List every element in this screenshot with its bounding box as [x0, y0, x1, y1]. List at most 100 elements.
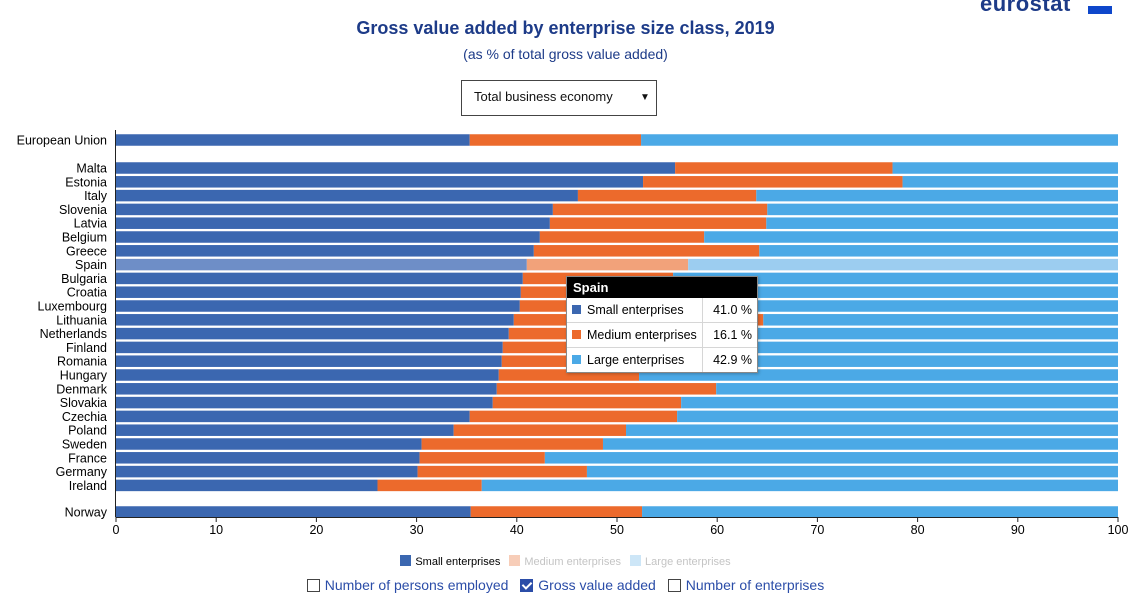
- bar-segment: [453, 424, 627, 436]
- eurostat-logo: eurostat: [980, 0, 1071, 16]
- checkbox-icon[interactable]: [667, 579, 681, 592]
- bar-segment: [492, 396, 682, 409]
- bar-segment: [417, 465, 587, 478]
- bar-segment: [116, 189, 578, 202]
- category-label: Czechia: [62, 410, 107, 424]
- medium-swatch-icon: [572, 330, 581, 339]
- bar-segment: [602, 438, 1118, 450]
- category-label: France: [68, 451, 107, 465]
- bar-segment: [116, 506, 471, 518]
- bar-segment: [116, 396, 493, 409]
- tooltip-value: 42.9 %: [701, 347, 757, 372]
- bar-segment: [759, 245, 1118, 257]
- chart-tooltip: Spain Small enterprises 41.0 % Medium en…: [566, 276, 758, 373]
- bar-segment: [469, 134, 642, 146]
- bar-segment: [421, 438, 603, 450]
- dropdown-selected-value: Total business economy: [474, 89, 613, 104]
- bar-segment: [470, 506, 643, 518]
- category-label: Finland: [66, 341, 107, 355]
- x-tick-label: 30: [410, 523, 424, 537]
- bar-segment: [116, 231, 540, 243]
- legend-swatch-icon: [509, 555, 521, 566]
- caret-down-icon: ▼: [640, 92, 650, 103]
- option-number-of-enterprises[interactable]: Number of enterprises: [667, 577, 824, 593]
- legend-item-large[interactable]: Large enterprises: [630, 555, 731, 568]
- bar-segment: [641, 134, 1118, 146]
- tooltip-row-small: Small enterprises 41.0 %: [567, 298, 757, 323]
- legend-label: Large enterprises: [645, 556, 731, 568]
- bar-segment: [643, 176, 903, 188]
- bar-segment: [526, 258, 689, 271]
- bar-segment: [116, 258, 527, 271]
- bar-segment: [668, 341, 1118, 354]
- legend-item-medium[interactable]: Medium enterprises: [509, 555, 621, 568]
- category-label: Hungary: [60, 369, 108, 383]
- bar-segment: [377, 479, 482, 492]
- tooltip-row-large: Large enterprises 42.9 %: [567, 347, 757, 372]
- bar-segment: [469, 410, 678, 423]
- option-label: Number of persons employed: [324, 577, 509, 593]
- bar-segment: [639, 369, 1118, 381]
- category-label: European Union: [17, 134, 107, 148]
- bar-segment: [539, 231, 705, 243]
- bar-segment: [116, 479, 378, 492]
- chart-legend: Small enterprises Medium enterprises Lar…: [0, 555, 1131, 568]
- category-label: Latvia: [74, 217, 107, 231]
- bar-segment: [549, 217, 767, 229]
- bar-segment: [116, 355, 502, 367]
- bar-segment: [116, 327, 509, 340]
- category-label: Lithuania: [56, 313, 107, 327]
- bar-segment: [116, 452, 420, 464]
- bar-segment: [481, 479, 1119, 492]
- category-label: Norway: [65, 506, 108, 520]
- bar-segment: [116, 134, 470, 146]
- bar-segment: [116, 217, 550, 229]
- small-swatch-icon: [572, 305, 581, 314]
- category-label: Luxembourg: [38, 300, 108, 314]
- legend-swatch-icon: [400, 555, 412, 566]
- bar-segment: [552, 203, 768, 216]
- bar-segment: [677, 410, 1118, 423]
- bar-segment: [647, 355, 1118, 367]
- legend-item-small[interactable]: Small enterprises: [400, 555, 500, 568]
- tooltip-title: Spain: [567, 277, 757, 298]
- category-label: Slovenia: [59, 203, 107, 217]
- category-label: Greece: [66, 244, 107, 258]
- bar-segment: [544, 452, 1118, 464]
- bar-segment: [763, 314, 1118, 326]
- category-label: Spain: [75, 258, 107, 272]
- bar-segment: [498, 369, 640, 381]
- bar-segment: [116, 341, 503, 354]
- bar-segment: [642, 506, 1118, 518]
- legend-label: Medium enterprises: [524, 556, 621, 568]
- bar-segment: [668, 300, 1118, 312]
- bar-segment: [116, 162, 676, 174]
- bar-segment: [681, 396, 1118, 409]
- bar-segment: [892, 162, 1118, 174]
- bar-segment: [533, 245, 760, 257]
- chart-title: Gross value added by enterprise size cla…: [356, 18, 775, 38]
- category-label: Malta: [76, 162, 107, 176]
- x-tick-label: 50: [610, 523, 624, 537]
- bar-segment: [496, 383, 717, 395]
- category-label: Belgium: [62, 231, 107, 245]
- legend-swatch-icon: [630, 555, 642, 566]
- category-label: Ireland: [69, 479, 107, 493]
- category-label: Estonia: [65, 175, 107, 189]
- option-gross-value-added[interactable]: Gross value added: [520, 577, 656, 593]
- measure-options: Number of persons employed Gross value a…: [0, 577, 1131, 593]
- category-label: Denmark: [56, 382, 107, 396]
- category-label: Sweden: [62, 438, 107, 452]
- activity-dropdown[interactable]: Total business economy ▼: [461, 80, 657, 116]
- checkbox-checked-icon[interactable]: [520, 579, 534, 592]
- tooltip-label: Large enterprises: [587, 353, 685, 367]
- bar-segment: [716, 383, 1118, 395]
- checkbox-icon[interactable]: [306, 579, 320, 592]
- bar-segment: [116, 245, 534, 257]
- bar-segment: [116, 424, 454, 436]
- x-tick-label: 20: [309, 523, 323, 537]
- eu-flag-icon: [1088, 6, 1112, 14]
- chart-subtitle: (as % of total gross value added): [463, 46, 668, 62]
- tooltip-value: 16.1 %: [701, 322, 757, 348]
- option-persons-employed[interactable]: Number of persons employed: [306, 577, 509, 593]
